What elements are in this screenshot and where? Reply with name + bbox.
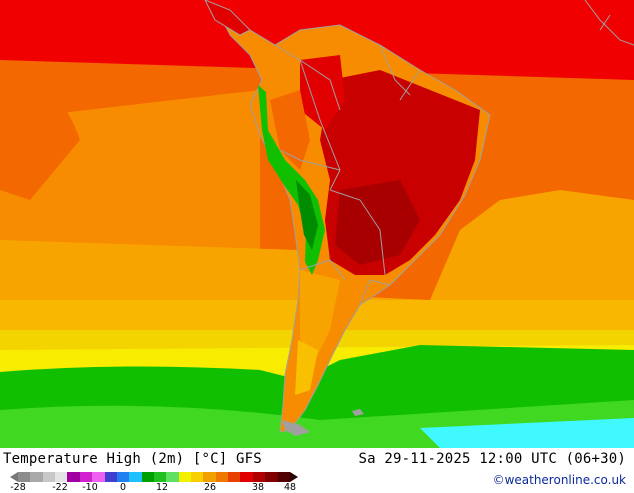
legend-swatch xyxy=(129,472,142,482)
legend-swatch xyxy=(228,472,241,482)
map-datetime: Sa 29-11-2025 12:00 UTC (06+30) xyxy=(358,451,626,467)
country-borders xyxy=(274,44,421,306)
legend-tick: 48 xyxy=(283,482,297,493)
falklands xyxy=(352,409,364,416)
legend-swatch xyxy=(141,472,154,482)
legend-arrow-right xyxy=(290,472,298,482)
map-title: Temperature High (2m) [°C] GFS xyxy=(3,451,262,467)
legend-color-bar xyxy=(18,472,290,482)
legend-swatch xyxy=(240,472,253,482)
legend-swatch xyxy=(153,472,167,482)
legend-swatch xyxy=(104,472,117,482)
legend-swatch xyxy=(55,472,68,482)
legend-swatch xyxy=(116,472,130,482)
color-legend: -28 -22 -10 0 12 26 38 48 xyxy=(8,472,298,493)
band-cyan xyxy=(420,418,634,448)
legend-swatch xyxy=(277,472,290,482)
legend-swatch xyxy=(178,472,192,482)
legend-swatch xyxy=(92,472,105,482)
legend-swatch xyxy=(42,472,56,482)
legend-swatch xyxy=(203,472,216,482)
legend-swatch xyxy=(265,472,278,482)
extreme-heat-core xyxy=(335,180,420,265)
credit-link[interactable]: ©weatheronline.co.uk xyxy=(492,473,626,487)
legend-swatch xyxy=(191,472,204,482)
legend-swatch xyxy=(252,472,266,482)
legend-tick: 38 xyxy=(251,482,265,493)
legend-tick: 12 xyxy=(155,482,169,493)
legend-swatch xyxy=(166,472,179,482)
legend-tick: -10 xyxy=(82,482,98,493)
legend-tick: 0 xyxy=(119,482,127,493)
legend-swatch xyxy=(215,472,229,482)
temperature-map xyxy=(0,0,634,448)
legend-tick: 26 xyxy=(203,482,217,493)
legend-swatch xyxy=(67,472,80,482)
legend-swatch xyxy=(30,472,43,482)
legend-tick: -22 xyxy=(52,482,68,493)
legend-tick: -28 xyxy=(10,482,26,493)
legend-swatch xyxy=(18,472,31,482)
legend-arrow-left xyxy=(10,472,18,482)
legend-swatch xyxy=(79,472,93,482)
